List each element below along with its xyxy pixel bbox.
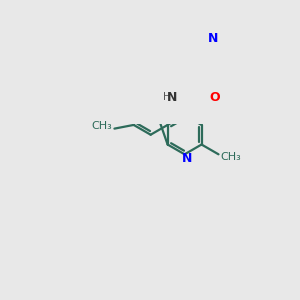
Bar xyxy=(209,35,217,41)
Bar xyxy=(210,94,218,100)
Text: CH₃: CH₃ xyxy=(92,121,112,131)
Bar xyxy=(164,94,169,100)
Text: N: N xyxy=(182,152,192,165)
Bar xyxy=(183,156,191,162)
Text: CH₃: CH₃ xyxy=(221,152,242,162)
Text: N: N xyxy=(208,32,218,45)
Bar xyxy=(168,94,176,100)
Text: O: O xyxy=(209,91,220,103)
Text: N: N xyxy=(167,91,178,103)
Text: H: H xyxy=(163,92,171,102)
